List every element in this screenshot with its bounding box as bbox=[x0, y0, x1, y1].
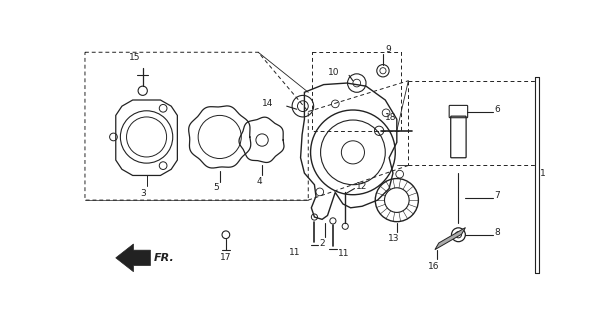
Text: 10: 10 bbox=[328, 68, 339, 77]
Text: 2: 2 bbox=[319, 239, 325, 248]
Text: 5: 5 bbox=[214, 183, 219, 192]
Text: 15: 15 bbox=[129, 52, 141, 61]
Polygon shape bbox=[435, 228, 465, 250]
Text: 1: 1 bbox=[540, 169, 546, 178]
Text: 12: 12 bbox=[356, 182, 367, 191]
Text: 6: 6 bbox=[494, 105, 501, 114]
Text: 8: 8 bbox=[494, 228, 501, 237]
Text: 4: 4 bbox=[256, 177, 262, 186]
Text: 13: 13 bbox=[388, 234, 399, 243]
Text: 3: 3 bbox=[141, 189, 147, 198]
Text: 18: 18 bbox=[385, 113, 397, 122]
Text: 11: 11 bbox=[289, 248, 301, 257]
Text: 11: 11 bbox=[338, 249, 350, 258]
Text: 9: 9 bbox=[385, 45, 391, 54]
Text: FR.: FR. bbox=[155, 253, 175, 263]
Polygon shape bbox=[116, 244, 150, 272]
Text: 7: 7 bbox=[494, 191, 501, 200]
Text: 17: 17 bbox=[220, 253, 231, 262]
Text: 14: 14 bbox=[262, 99, 274, 108]
Text: 16: 16 bbox=[428, 262, 439, 271]
